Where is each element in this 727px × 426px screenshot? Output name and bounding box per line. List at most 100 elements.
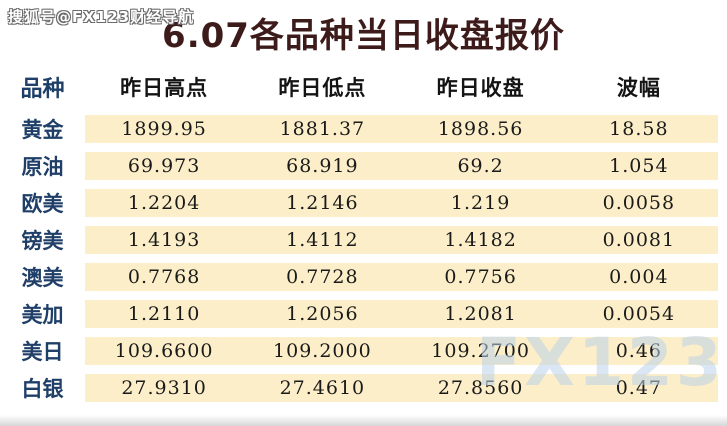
row-band: 69.973 68.919 69.2 1.054 — [85, 151, 718, 180]
value-cell: 1.2110 — [85, 303, 243, 325]
cell-value: 1.4112 — [286, 228, 359, 251]
value-cell: 68.919 — [243, 155, 401, 177]
cell-value: 27.8560 — [437, 376, 524, 399]
column-header: 波幅 — [560, 72, 718, 102]
value-cell: 1881.37 — [243, 118, 401, 140]
row-label-cell: 澳美 — [0, 258, 85, 295]
value-cell: 0.7756 — [402, 266, 560, 288]
cell-value: 1.054 — [609, 154, 669, 177]
value-cell: 109.2700 — [402, 340, 560, 362]
cell-value: 0.7756 — [444, 265, 517, 288]
value-cell: 1898.56 — [402, 118, 560, 140]
cell-value: 1.2146 — [286, 191, 359, 214]
row-label: 镑美 — [21, 227, 64, 253]
row-label: 黄金 — [21, 116, 64, 142]
row-label: 欧美 — [21, 190, 64, 216]
column-header: 昨日收盘 — [402, 72, 560, 102]
value-cell: 0.7768 — [85, 266, 243, 288]
row-band: 0.7768 0.7728 0.7756 0.004 — [85, 262, 718, 291]
value-cell: 1.2081 — [402, 303, 560, 325]
row-label-cell: 黄金 — [0, 110, 85, 147]
row-label-cell: 原油 — [0, 147, 85, 184]
row-label: 原油 — [21, 153, 64, 179]
cell-value: 1899.95 — [121, 117, 207, 140]
cell-value: 68.919 — [286, 154, 359, 177]
row-label: 美日 — [21, 338, 64, 364]
cell-value: 0.47 — [615, 376, 663, 399]
cell-value: 1.4182 — [444, 228, 517, 251]
value-cell: 1.4182 — [402, 229, 560, 251]
table-row: 黄金 1899.95 1881.37 1898.56 18.58 — [0, 110, 727, 147]
table-row: 美日 109.6600 109.2000 109.2700 0.46 — [0, 332, 727, 369]
page-title: 6.07各品种当日收盘报价 — [162, 16, 565, 56]
cell-value: 0.7728 — [286, 265, 359, 288]
cell-value: 1898.56 — [437, 117, 524, 140]
cell-value: 1881.37 — [279, 117, 366, 140]
cell-value: 27.9310 — [121, 376, 207, 399]
value-cell: 69.2 — [402, 155, 560, 177]
value-cell: 1.2056 — [243, 303, 401, 325]
cell-value: 1.2110 — [127, 302, 201, 325]
row-label-cell: 美日 — [0, 332, 85, 369]
cell-value: 0.7768 — [127, 265, 201, 288]
sohu-account-watermark: 搜狐号@FX123财经导航 — [8, 8, 195, 26]
cell-value: 0.46 — [615, 339, 663, 362]
table-body: 黄金 1899.95 1881.37 1898.56 18.58 原油 69.973 68.9… — [0, 110, 727, 406]
row-label: 白银 — [21, 375, 64, 401]
value-cell: 1.219 — [402, 192, 560, 214]
cell-value: 69.973 — [127, 154, 201, 177]
cell-value: 1.2056 — [286, 302, 359, 325]
value-cell: 0.0058 — [560, 192, 718, 214]
row-band: 109.6600 109.2000 109.2700 0.46 — [85, 336, 718, 365]
value-cell: 0.46 — [560, 340, 718, 362]
cell-value: 109.6600 — [114, 339, 214, 362]
table-row: 美加 1.2110 1.2056 1.2081 0.0054 — [0, 295, 727, 332]
cell-value: 0.0081 — [602, 228, 676, 251]
cell-value: 0.0058 — [602, 191, 676, 214]
cell-value: 1.219 — [450, 191, 511, 214]
cell-value: 0.0054 — [602, 302, 676, 325]
row-band: 1.4193 1.4112 1.4182 0.0081 — [85, 225, 718, 254]
value-cell: 1.4193 — [85, 229, 243, 251]
cell-value: 109.2700 — [431, 339, 530, 362]
row-label-cell: 白银 — [0, 369, 85, 406]
cell-value: 1.2204 — [127, 191, 201, 214]
cell-value: 69.2 — [457, 154, 504, 177]
table-row: 镑美 1.4193 1.4112 1.4182 0.0081 — [0, 221, 727, 258]
value-cell: 18.58 — [560, 118, 718, 140]
table-header-columns: 昨日高点 昨日低点 昨日收盘 波幅 — [85, 72, 718, 102]
value-cell: 0.004 — [560, 266, 718, 288]
row-label-cell: 美加 — [0, 295, 85, 332]
value-cell: 109.6600 — [85, 340, 243, 362]
row-band: 1899.95 1881.37 1898.56 18.58 — [85, 114, 718, 143]
cell-value: 1.2081 — [444, 302, 517, 325]
row-band: 1.2110 1.2056 1.2081 0.0054 — [85, 299, 718, 328]
row-label-cell: 欧美 — [0, 184, 85, 221]
row-band: 27.9310 27.4610 27.8560 0.47 — [85, 373, 718, 402]
bottom-edge-shade — [0, 415, 727, 426]
column-header-label: 波幅 — [616, 75, 661, 100]
table-row: 澳美 0.7768 0.7728 0.7756 0.004 — [0, 258, 727, 295]
column-header-label: 昨日收盘 — [436, 75, 525, 100]
cell-value: 0.004 — [609, 265, 669, 288]
value-cell: 0.7728 — [243, 266, 401, 288]
value-cell: 0.0054 — [560, 303, 718, 325]
cell-value: 27.4610 — [279, 376, 366, 399]
row-label-cell: 镑美 — [0, 221, 85, 258]
row-band: 1.2204 1.2146 1.219 0.0058 — [85, 188, 718, 217]
value-cell: 109.2000 — [243, 340, 401, 362]
value-cell: 27.9310 — [85, 377, 243, 399]
value-cell: 0.47 — [560, 377, 718, 399]
cell-value: 109.2000 — [273, 339, 372, 362]
column-header-label: 昨日高点 — [120, 75, 209, 100]
value-cell: 1.2146 — [243, 192, 401, 214]
cell-value: 18.58 — [609, 117, 669, 140]
value-cell: 1.4112 — [243, 229, 401, 251]
table-row: 欧美 1.2204 1.2146 1.219 0.0058 — [0, 184, 727, 221]
row-label: 美加 — [21, 301, 64, 327]
column-header: 昨日低点 — [243, 72, 401, 102]
cell-value: 1.4193 — [127, 228, 201, 251]
value-cell: 1.2204 — [85, 192, 243, 214]
column-header-label: 昨日低点 — [278, 75, 367, 100]
